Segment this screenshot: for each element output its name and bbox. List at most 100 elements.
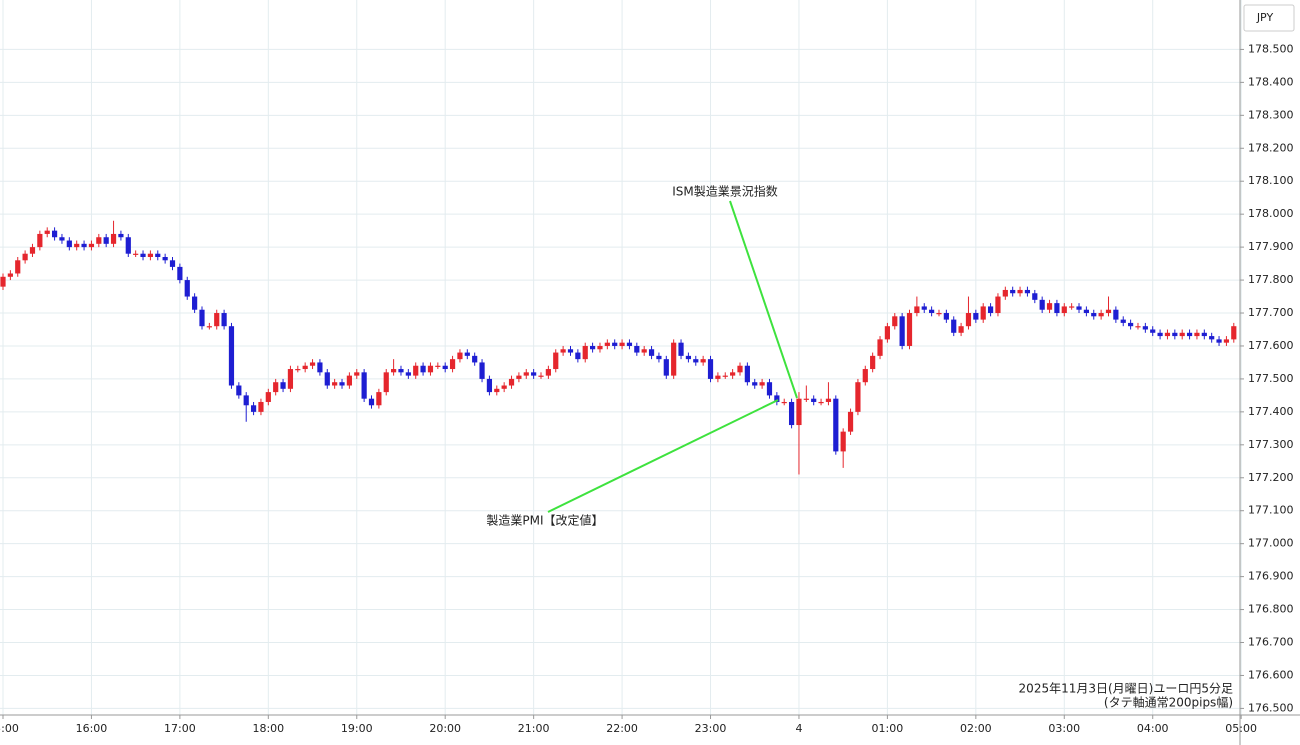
candle-body — [1098, 313, 1104, 317]
candle-body — [884, 326, 890, 340]
candles — [0, 220, 1237, 475]
candle-body — [0, 276, 6, 287]
candle-body — [479, 362, 485, 379]
candle-body — [1120, 319, 1126, 323]
candle-body — [29, 247, 36, 254]
y-tick-label: 178.100 — [1248, 174, 1294, 187]
candle-body — [44, 230, 50, 234]
y-tick-label: 178.200 — [1248, 141, 1294, 154]
candle-body — [413, 365, 419, 376]
candle-body — [236, 385, 242, 396]
candle-body — [368, 398, 375, 406]
candle-body — [818, 401, 824, 404]
candle-body — [7, 273, 13, 277]
candle-body — [936, 313, 942, 315]
candle-body — [1172, 332, 1178, 337]
candle-body — [840, 431, 846, 452]
candle-body — [892, 316, 898, 327]
candle-body — [339, 382, 345, 386]
candle-body — [597, 345, 603, 350]
candle-body — [766, 382, 773, 396]
candle-body — [1039, 299, 1045, 310]
candle-body — [914, 306, 920, 314]
candle-body — [1186, 332, 1193, 337]
candle-body — [1091, 313, 1097, 317]
candle-body — [280, 382, 286, 389]
candle-body — [361, 372, 367, 399]
y-tick-label: 176.700 — [1248, 636, 1294, 649]
candle-body — [133, 253, 139, 255]
y-tick-label: 176.900 — [1248, 570, 1294, 583]
candle-body — [74, 243, 80, 248]
candle-body — [1150, 329, 1156, 333]
candle-body — [1179, 332, 1185, 337]
candle-body — [877, 339, 883, 356]
candle-body — [523, 372, 529, 376]
candle-body — [214, 313, 220, 327]
candle-body — [1069, 306, 1075, 308]
candle-body — [184, 280, 190, 297]
candle-body — [464, 352, 470, 356]
candle-body — [435, 365, 441, 367]
x-tick-label: 16:00 — [76, 722, 108, 735]
candle-body — [567, 349, 574, 353]
candle-body — [125, 237, 131, 254]
candle-body — [383, 372, 389, 393]
candle-body — [626, 342, 633, 346]
x-tick-label: 04:00 — [1137, 722, 1169, 735]
y-tick-label: 178.000 — [1248, 207, 1294, 220]
y-tick-label: 177.700 — [1248, 306, 1294, 319]
candle-body — [1194, 332, 1200, 337]
candle-body — [346, 375, 352, 386]
candle-body — [1135, 326, 1141, 328]
candle-body — [258, 401, 264, 412]
candle-body — [707, 359, 714, 379]
candle-body — [951, 319, 957, 333]
candle-body — [486, 378, 493, 393]
note: 2025年11月3日(月曜日)ユーロ円5分足 — [1019, 682, 1233, 696]
candle-body — [1054, 303, 1060, 314]
candle-body — [847, 411, 854, 432]
candle-body — [965, 313, 972, 327]
candle-body — [66, 240, 72, 248]
x-tick-label: 17:00 — [164, 722, 196, 735]
candle-body — [250, 405, 257, 412]
candle-body — [302, 365, 308, 370]
candle-body — [118, 233, 124, 238]
candle-body — [531, 372, 537, 376]
candle-body — [973, 313, 979, 320]
candle-body — [538, 375, 544, 377]
candle-body — [177, 266, 183, 281]
candle-body — [420, 365, 426, 373]
candle-body — [81, 243, 87, 248]
candle-body — [1201, 332, 1207, 337]
candle-body — [906, 313, 913, 346]
candle-body — [1002, 289, 1008, 297]
y-tick-label: 177.200 — [1248, 471, 1294, 484]
candle-body — [449, 359, 456, 370]
annotation-line — [547, 399, 779, 513]
candle-body — [391, 369, 397, 373]
candle-body — [744, 365, 750, 383]
candle-body — [700, 359, 706, 363]
candle-body — [376, 392, 382, 406]
candle-body — [685, 355, 692, 360]
y-tick-label: 177.300 — [1248, 438, 1294, 451]
candle-body — [206, 326, 212, 328]
candle-body — [147, 253, 153, 258]
candle-body — [228, 326, 235, 386]
candle-body — [1010, 289, 1016, 294]
candle-body — [199, 309, 205, 327]
candle-body — [958, 326, 964, 333]
candle-body — [737, 365, 743, 373]
candle-body — [427, 365, 434, 373]
candle-body — [855, 382, 861, 412]
candle-body — [560, 349, 566, 353]
candle-body — [663, 359, 669, 376]
candle-body — [796, 398, 802, 426]
candle-body — [354, 372, 360, 376]
x-tick-label: 20:00 — [429, 722, 461, 735]
candle-body — [472, 355, 478, 363]
candle-body — [1046, 303, 1053, 310]
